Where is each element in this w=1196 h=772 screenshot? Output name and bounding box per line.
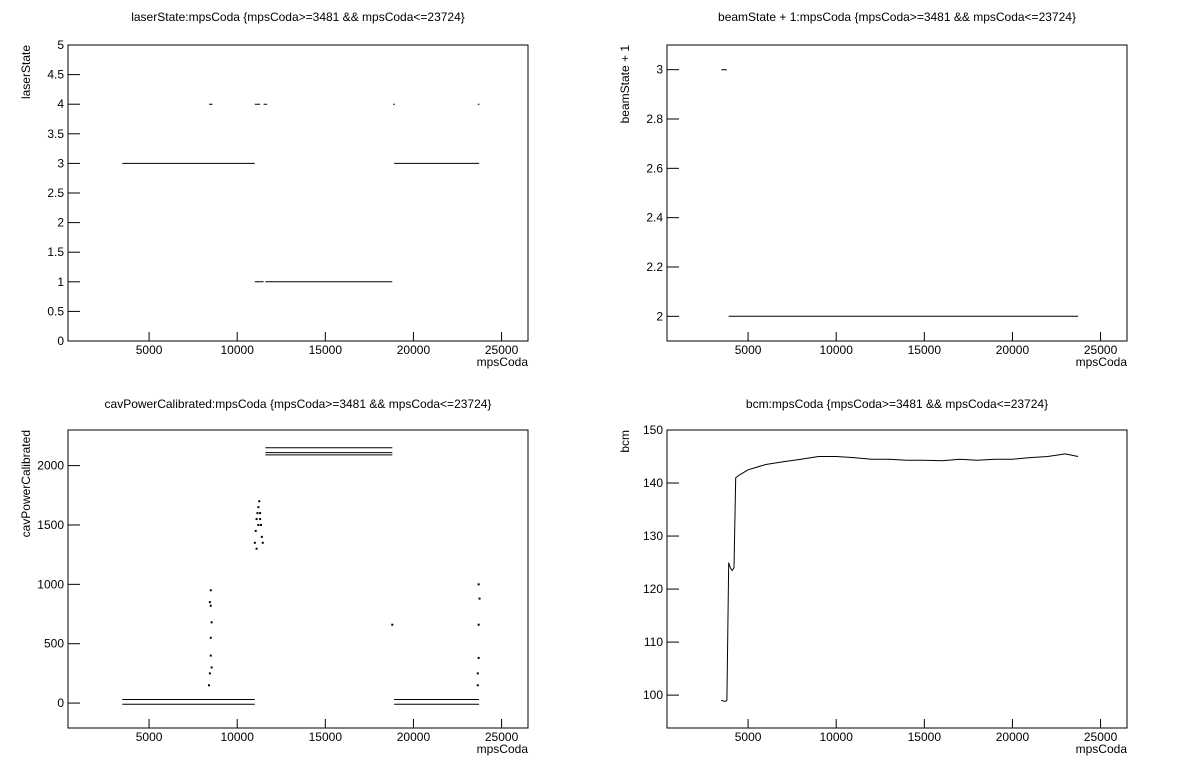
x-tick-label: 15000 [309, 730, 343, 744]
x-tick-label: 15000 [309, 343, 343, 357]
y-tick-label: 140 [643, 476, 663, 490]
y-tick-label: 2.8 [646, 112, 663, 126]
x-tick-label: 5000 [735, 730, 762, 744]
chart-title: laserState:mpsCoda {mpsCoda>=3481 && mps… [131, 10, 465, 24]
data-point [210, 621, 213, 624]
data-point [207, 684, 210, 687]
x-tick-label: 10000 [221, 343, 255, 357]
y-tick-label: 100 [643, 688, 663, 702]
y-tick-label: 130 [643, 529, 663, 543]
x-tick-label: 15000 [908, 343, 942, 357]
y-tick-label: 110 [644, 635, 663, 649]
x-tick-label: 25000 [485, 343, 519, 357]
data-line [721, 453, 1079, 703]
data-point [255, 518, 258, 521]
x-tick-label: 10000 [221, 730, 255, 744]
data-point [261, 541, 264, 544]
data-point [208, 672, 211, 675]
data-point [209, 636, 212, 639]
y-tick-label: 1 [57, 275, 64, 289]
data-line [122, 103, 480, 283]
y-tick-label: 0 [57, 334, 64, 348]
data-point [253, 541, 256, 544]
data-point [477, 623, 480, 626]
x-tick-label: 20000 [397, 343, 431, 357]
y-tick-label: 5 [57, 38, 64, 52]
y-tick-label: 2.4 [646, 211, 663, 225]
data-point [254, 529, 257, 532]
y-tick-label: 0.5 [47, 304, 64, 318]
x-tick-label: 15000 [908, 730, 942, 744]
data-point [209, 604, 212, 607]
x-tick-label: 20000 [996, 343, 1030, 357]
data-point [478, 597, 481, 600]
x-tick-label: 10000 [820, 730, 854, 744]
y-tick-label: 2.6 [646, 161, 663, 175]
x-tick-label: 5000 [136, 343, 163, 357]
chart-title: bcm:mpsCoda {mpsCoda>=3481 && mpsCoda<=2… [746, 397, 1048, 411]
plot-frame [666, 44, 1128, 342]
data-point [256, 512, 259, 515]
data-point [391, 623, 394, 626]
data-point [477, 583, 480, 586]
data-point [258, 500, 261, 503]
y-tick-label: 3 [656, 63, 663, 77]
y-tick-label: 2000 [37, 459, 64, 473]
x-tick-label: 25000 [1084, 343, 1118, 357]
y-tick-label: 2.5 [47, 186, 64, 200]
x-axis-label: mpsCoda [1076, 742, 1128, 756]
x-axis-label: mpsCoda [1076, 355, 1128, 369]
y-axis-label: cavPowerCalibrated [19, 430, 33, 537]
data-point [257, 506, 260, 509]
data-point [209, 589, 212, 592]
plot-frame [666, 429, 1128, 729]
chart-title: cavPowerCalibrated:mpsCoda {mpsCoda>=348… [105, 397, 492, 411]
x-tick-label: 25000 [485, 730, 519, 744]
x-axis-label: mpsCoda [477, 742, 529, 756]
data-point [260, 535, 263, 538]
data-point [259, 512, 262, 515]
data-line [721, 69, 1079, 317]
y-tick-label: 3.5 [47, 127, 64, 141]
y-tick-label: 1000 [37, 577, 64, 591]
data-point [255, 547, 258, 550]
x-tick-label: 20000 [996, 730, 1030, 744]
y-tick-label: 4 [57, 97, 64, 111]
y-tick-label: 1.5 [47, 245, 64, 259]
x-axis-label: mpsCoda [477, 355, 529, 369]
data-point [210, 666, 213, 669]
data-point [209, 654, 212, 657]
y-tick-label: 0 [57, 696, 64, 710]
y-tick-label: 500 [44, 637, 64, 651]
x-tick-label: 5000 [136, 730, 163, 744]
y-tick-label: 2.2 [646, 260, 663, 274]
chart-title: beamState + 1:mpsCoda {mpsCoda>=3481 && … [718, 10, 1076, 24]
y-axis-label: bcm [618, 430, 632, 453]
x-tick-label: 25000 [1084, 730, 1118, 744]
data-point [477, 656, 480, 659]
y-axis-label: beamState + 1 [618, 45, 632, 124]
y-tick-label: 2 [57, 216, 64, 230]
x-tick-label: 20000 [397, 730, 431, 744]
data-point [257, 523, 260, 526]
data-line [122, 447, 480, 705]
y-tick-label: 150 [643, 423, 663, 437]
data-point [208, 601, 211, 604]
plot-frame [67, 44, 529, 342]
y-tick-label: 4.5 [47, 68, 64, 82]
x-tick-label: 10000 [820, 343, 854, 357]
x-tick-label: 5000 [735, 343, 762, 357]
data-point [476, 672, 479, 675]
y-tick-label: 3 [57, 156, 64, 170]
data-point [259, 518, 262, 521]
y-tick-label: 1500 [37, 518, 64, 532]
y-tick-label: 120 [643, 582, 663, 596]
plot-frame [67, 429, 529, 729]
y-tick-label: 2 [656, 309, 663, 323]
y-axis-label: laserState [19, 45, 33, 99]
data-point [259, 523, 262, 526]
data-point [476, 684, 479, 687]
